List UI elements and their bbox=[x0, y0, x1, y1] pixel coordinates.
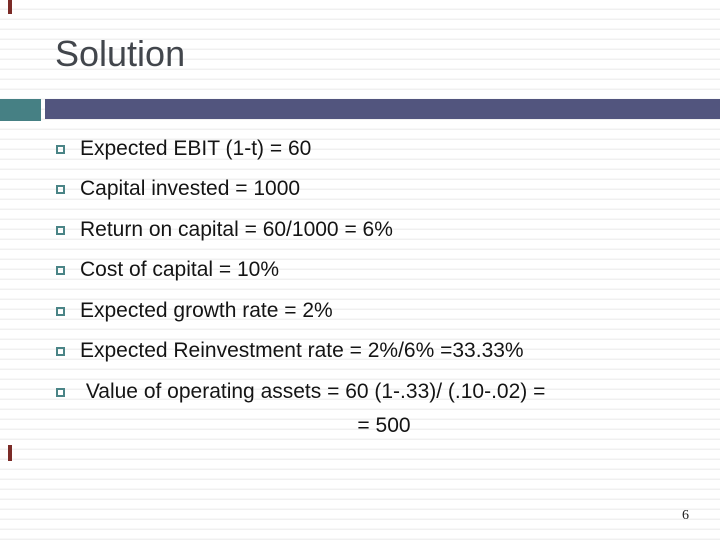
bullet-list-item: Return on capital = 60/1000 = 6% bbox=[56, 209, 688, 250]
bullet-text: Cost of capital = 10% bbox=[80, 258, 280, 282]
accent-bar-teal bbox=[0, 99, 41, 121]
bullet-list-item: Expected growth rate = 2% bbox=[56, 290, 688, 331]
accent-bar-slate bbox=[45, 99, 720, 119]
bullet-text: Expected growth rate = 2% bbox=[80, 298, 333, 322]
square-bullet-icon bbox=[56, 144, 65, 154]
square-bullet-icon bbox=[56, 225, 65, 235]
bullet-list-item: Expected EBIT (1-t) = 60 bbox=[56, 128, 688, 169]
square-bullet-icon bbox=[56, 266, 65, 276]
bullet-text: Capital invested = 1000 bbox=[80, 177, 301, 201]
square-bullet-icon bbox=[56, 347, 65, 357]
bullet-text: Expected EBIT (1-t) = 60 bbox=[80, 136, 312, 160]
page-number: 6 bbox=[682, 508, 689, 523]
bullet-text: Return on capital = 60/1000 = 6% bbox=[80, 217, 393, 241]
bullet-text: Value of operating assets = 60 (1-.33)/ … bbox=[80, 379, 546, 403]
square-bullet-icon bbox=[56, 387, 65, 397]
square-bullet-icon bbox=[56, 306, 65, 316]
bullet-list-item: Cost of capital = 10% bbox=[56, 250, 688, 291]
bullet-list: Expected EBIT (1-t) = 60 Capital investe… bbox=[56, 128, 688, 440]
continuation-line: = 500 bbox=[357, 413, 411, 437]
bullet-text: Expected Reinvestment rate = 2%/6% =33.3… bbox=[80, 339, 524, 363]
red-accent-mark-bottom bbox=[8, 445, 12, 461]
bullet-list-item: Capital invested = 1000 bbox=[56, 169, 688, 210]
square-bullet-icon bbox=[56, 185, 65, 195]
bullet-list-item: Expected Reinvestment rate = 2%/6% =33.3… bbox=[56, 331, 688, 372]
slide-title: Solution bbox=[55, 33, 186, 74]
bullet-list-item: Value of operating assets = 60 (1-.33)/ … bbox=[56, 371, 688, 412]
red-accent-mark-top bbox=[8, 0, 12, 14]
